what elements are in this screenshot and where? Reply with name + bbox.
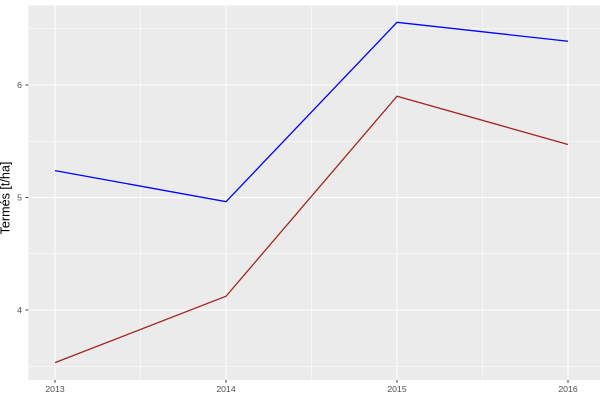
svg-text:2014: 2014 — [216, 384, 235, 394]
svg-text:6: 6 — [17, 80, 22, 90]
svg-text:4: 4 — [17, 305, 22, 315]
svg-text:5: 5 — [17, 193, 22, 203]
svg-text:2013: 2013 — [45, 384, 64, 394]
svg-text:Termés [t/ha]: Termés [t/ha] — [0, 162, 13, 235]
svg-text:2015: 2015 — [387, 384, 406, 394]
svg-text:2016: 2016 — [558, 384, 577, 394]
